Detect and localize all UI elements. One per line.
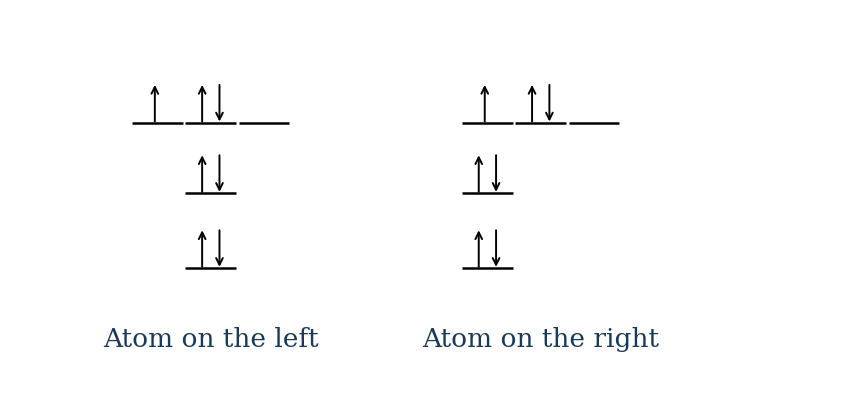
Text: Atom on the left: Atom on the left [103,326,318,351]
Text: Atom on the right: Atom on the right [422,326,660,351]
